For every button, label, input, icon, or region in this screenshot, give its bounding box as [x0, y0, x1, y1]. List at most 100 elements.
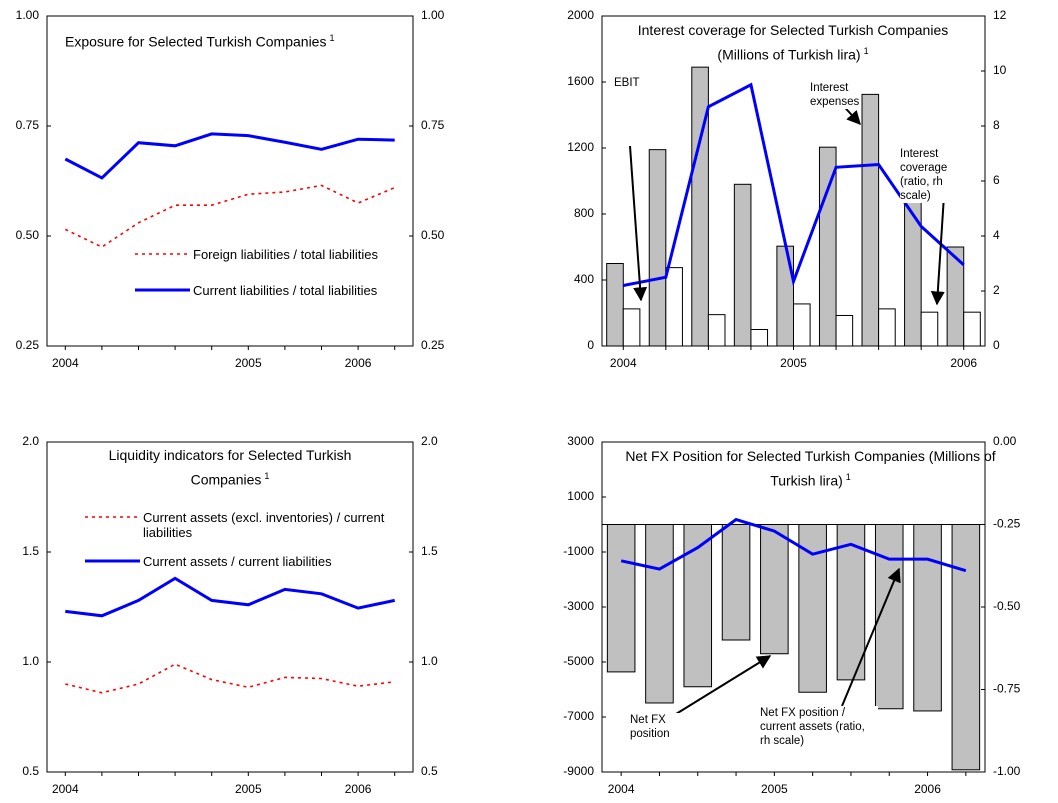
- title-note: 1: [845, 472, 851, 482]
- bar: [721, 524, 751, 641]
- y2-tick-label: 0: [993, 338, 1000, 352]
- y2-tick-label: 1.0: [421, 654, 438, 668]
- bar: [913, 524, 942, 712]
- line-series: [64, 132, 395, 180]
- legend-label: Current assets (excl. inventories) / cur…: [143, 510, 385, 540]
- y2-tick-label: -0.25: [993, 517, 1021, 531]
- annotation: EBIT: [614, 76, 676, 90]
- bar: [776, 245, 794, 347]
- y2-tick-label: 0.00: [993, 434, 1017, 448]
- x-tick-label: 2006: [345, 356, 372, 370]
- y-tick-label: 2.0: [22, 434, 39, 448]
- bar: [606, 524, 636, 673]
- plot-frame: [46, 15, 414, 347]
- y-tick-label: 1.5: [22, 544, 39, 558]
- y2-tick-label: 8: [993, 118, 1000, 132]
- bar: [606, 263, 624, 347]
- y-tick-label: 0.75: [16, 118, 40, 132]
- y-tick-label: 1600: [567, 74, 594, 88]
- y2-tick-label: 12: [993, 8, 1007, 22]
- title-text: Liquidity indicators for Selected Turkis…: [108, 447, 352, 488]
- x-tick-label: 2004: [610, 356, 637, 370]
- x-tick-label: 2006: [950, 356, 977, 370]
- y2-tick-label: 0.25: [421, 338, 445, 352]
- annotation: Net FX position: [630, 713, 680, 741]
- y2-tick-label: 4: [993, 228, 1000, 242]
- title-text: Exposure for Selected Turkish Companies: [65, 33, 327, 50]
- bar: [691, 66, 709, 347]
- y-tick-label: 0.50: [16, 228, 40, 242]
- y2-tick-label: 2: [993, 283, 1000, 297]
- title-note: 1: [329, 33, 335, 43]
- bar: [645, 524, 674, 704]
- title-note: 1: [264, 471, 270, 481]
- bar: [963, 311, 981, 347]
- y2-tick-label: 2.0: [421, 434, 438, 448]
- y-tick-label: 0.5: [22, 764, 39, 778]
- y-tick-label: -5000: [563, 654, 594, 668]
- y-tick-label: 3000: [567, 434, 594, 448]
- x-tick-label: 2006: [345, 782, 372, 796]
- bar: [707, 314, 726, 347]
- y2-tick-label: -0.75: [993, 682, 1021, 696]
- x-tick-label: 2004: [52, 356, 79, 370]
- annotation-arrow: [629, 145, 648, 302]
- plot-frame: [46, 441, 414, 773]
- y-tick-label: 1.0: [22, 654, 39, 668]
- title-text: Net FX Position for Selected Turkish Com…: [625, 448, 996, 489]
- x-tick-label: 2005: [235, 356, 262, 370]
- chart-title: Net FX Position for Selected Turkish Com…: [608, 446, 1013, 492]
- line-series: [65, 576, 396, 618]
- bar: [648, 149, 667, 347]
- bar: [836, 524, 866, 681]
- y-tick-label: 0: [587, 338, 594, 352]
- y2-tick-label: 6: [993, 173, 1000, 187]
- bar: [665, 267, 683, 347]
- chart-title: Exposure for Selected Turkish Companies 1: [65, 28, 405, 53]
- bar: [760, 524, 789, 655]
- y2-tick-label: 10: [993, 63, 1007, 77]
- bar: [835, 314, 854, 347]
- line-series: [620, 517, 967, 573]
- y2-tick-label: -1.00: [993, 764, 1021, 778]
- x-tick-label: 2005: [235, 782, 262, 796]
- y-tick-label: -1000: [563, 544, 594, 558]
- bar: [861, 93, 880, 347]
- y-tick-label: 0.25: [16, 338, 40, 352]
- y2-tick-label: 0.75: [421, 118, 445, 132]
- annotation: Interest expenses: [810, 81, 860, 109]
- bar: [622, 308, 641, 347]
- title-note: 1: [863, 46, 869, 56]
- y2-tick-label: 0.50: [421, 228, 445, 242]
- line-series: [622, 82, 965, 287]
- y2-tick-label: 0.5: [421, 764, 438, 778]
- line-series: [65, 663, 395, 694]
- chart-title: Liquidity indicators for Selected Turkis…: [95, 445, 365, 491]
- annotation-arrow: [841, 567, 901, 707]
- y-tick-label: 1000: [567, 489, 594, 503]
- chart-title: Interest coverage for Selected Turkish C…: [612, 20, 974, 66]
- x-tick-label: 2005: [780, 356, 807, 370]
- y2-tick-label: 1.00: [421, 8, 445, 22]
- y-tick-label: 1200: [567, 140, 594, 154]
- x-tick-label: 2004: [608, 782, 635, 796]
- y-tick-label: -7000: [563, 709, 594, 723]
- legend-label: Current liabilities / total liabilities: [193, 283, 378, 298]
- bar: [946, 246, 965, 347]
- y-tick-label: 1.00: [16, 8, 40, 22]
- x-tick-label: 2004: [52, 782, 79, 796]
- bar: [951, 524, 981, 771]
- y-tick-label: -3000: [563, 599, 594, 613]
- bar: [793, 303, 811, 347]
- bar: [920, 311, 939, 347]
- legend-label: Foreign liabilities / total liabilities: [193, 247, 378, 262]
- bar: [878, 308, 896, 347]
- title-text: Interest coverage for Selected Turkish C…: [637, 22, 949, 63]
- x-tick-label: 2005: [761, 782, 788, 796]
- annotation: Interest coverage (ratio, rh scale): [900, 147, 966, 203]
- y-tick-label: -9000: [563, 764, 594, 778]
- y-tick-label: 2000: [567, 8, 594, 22]
- legend-label: Current assets / current liabilities: [143, 554, 332, 569]
